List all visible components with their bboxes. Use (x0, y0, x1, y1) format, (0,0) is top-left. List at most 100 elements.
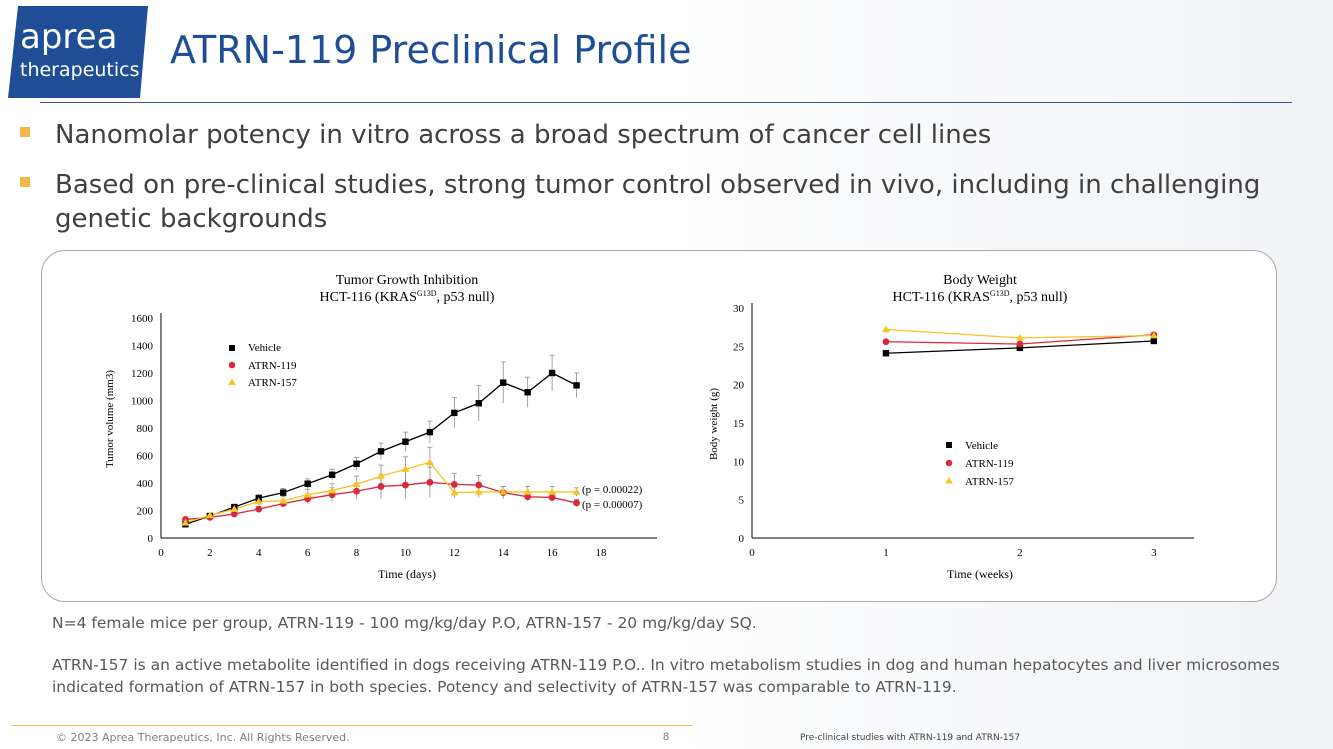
data-point-atrn157 (205, 511, 214, 519)
c1-ytick-label: 1000 (131, 396, 154, 408)
c1-ytick-label: 200 (137, 506, 154, 518)
c1-xtick-label: 8 (354, 547, 360, 559)
data-point-vehicle (426, 428, 434, 436)
data-point-atrn157 (352, 480, 361, 488)
c2-ytick-label: 5 (739, 495, 745, 507)
data-point-atrn157 (303, 490, 312, 498)
c1-xtick-label: 6 (305, 547, 311, 559)
data-point-atrn157 (425, 458, 434, 466)
chart2-subtitle: HCT-116 (KRASG13D, p53 null) (893, 289, 1068, 305)
c1-ytick-label: 800 (137, 423, 154, 435)
c1-ytick-label: 1400 (131, 341, 154, 353)
aprea-logo: aprea therapeutics (8, 6, 148, 98)
data-point-atrn157 (523, 487, 532, 495)
c2-ytick-label: 10 (733, 456, 745, 468)
footnote-metabolite: ATRN-157 is an active metabolite identif… (52, 656, 1280, 696)
data-point-atrn157 (572, 487, 581, 495)
c1-xtick-label: 10 (400, 547, 412, 559)
chart-panel: Tumor Growth Inhibition HCT-116 (KRASG13… (41, 250, 1277, 602)
c2-ytick-label: 30 (733, 303, 745, 315)
data-point-vehicle (328, 471, 336, 478)
c1-xtick-label: 18 (596, 547, 608, 559)
legend-marker-atrn157 (228, 378, 236, 385)
data-point-atrn157 (328, 486, 337, 494)
data-point-atrn119 (882, 338, 890, 346)
data-point-atrn157 (254, 497, 263, 505)
bullet-1: Nanomolar potency in vitro across a broa… (55, 120, 992, 150)
c1-ytick-label: 1200 (131, 368, 154, 380)
data-point-atrn157 (181, 518, 190, 526)
c2-xtick-label: 2 (1017, 547, 1023, 559)
data-point-atrn119 (548, 494, 556, 501)
data-point-atrn119 (402, 481, 409, 489)
data-point-atrn157 (1149, 331, 1158, 339)
c1-ytick-label: 1600 (131, 313, 154, 325)
data-point-vehicle (882, 350, 890, 357)
legend2-marker-atrn157 (945, 477, 953, 484)
c2-ytick-label: 0 (739, 533, 745, 545)
page-title: ATRN-119 Preclinical Profile (170, 28, 692, 72)
legend2-marker-atrn119 (945, 459, 953, 467)
data-point-vehicle (475, 400, 482, 407)
data-point-atrn157 (401, 465, 410, 473)
pvalue-annotation-2: (p = 0.00007) (582, 499, 643, 511)
legend2-label-atrn119: ATRN-119 (965, 458, 1014, 470)
data-point-atrn157 (279, 496, 288, 504)
data-point-vehicle (377, 448, 385, 455)
chart1-title: Tumor Growth Inhibition (336, 273, 479, 288)
data-point-atrn157 (450, 488, 459, 496)
data-point-atrn119 (475, 481, 483, 489)
c1-xtick-label: 4 (256, 547, 262, 559)
data-point-atrn119 (230, 510, 238, 518)
bullet-2: Based on pre-clinical studies, strong tu… (55, 170, 1261, 234)
c2-xtick-label: 0 (749, 547, 755, 559)
data-point-vehicle (548, 369, 556, 377)
data-point-vehicle (573, 382, 580, 389)
data-point-atrn119 (377, 483, 385, 490)
data-point-vehicle (280, 489, 287, 496)
data-point-atrn157 (1015, 333, 1024, 341)
c1-ytick-label: 0 (148, 533, 154, 545)
legend-marker-atrn119 (228, 361, 236, 369)
data-point-atrn119 (450, 480, 458, 488)
legend-label-vehicle: Vehicle (248, 342, 281, 354)
data-point-vehicle (353, 460, 360, 467)
copyright-text: © 2023 Aprea Therapeutics, Inc. All Righ… (56, 731, 350, 744)
data-point-atrn157 (230, 505, 239, 512)
data-point-atrn119 (1016, 340, 1024, 348)
bullet-marker-1 (20, 127, 30, 137)
footer-divider (12, 725, 692, 726)
c1-xtick-label: 16 (547, 547, 559, 559)
c1-xtick-label: 2 (207, 547, 213, 559)
c2-xtick-label: 3 (1151, 547, 1157, 559)
tumor-growth-chart: Tumor Growth Inhibition HCT-116 (KRASG13… (104, 273, 657, 581)
data-point-atrn157 (474, 487, 483, 495)
data-point-atrn119 (524, 493, 532, 501)
chart1-xlabel: Time (days) (378, 567, 436, 581)
footnote-dosing: N=4 female mice per group, ATRN-119 - 10… (52, 614, 757, 632)
legend-label-atrn157: ATRN-157 (248, 377, 297, 389)
data-point-atrn157 (377, 472, 385, 479)
data-point-vehicle (1150, 337, 1158, 345)
data-point-atrn119 (353, 487, 360, 495)
data-point-atrn119 (573, 499, 580, 507)
legend2-label-vehicle: Vehicle (965, 440, 998, 452)
page-number: 8 (663, 731, 670, 743)
c1-ytick-label: 600 (137, 451, 154, 463)
chart2-title: Body Weight (943, 273, 1017, 288)
data-point-atrn119 (255, 505, 263, 513)
chart2-xlabel: Time (weeks) (947, 567, 1013, 581)
data-point-atrn119 (426, 478, 434, 486)
pvalue-annotation-1: (p = 0.00022) (582, 484, 643, 496)
c1-xtick-label: 0 (158, 547, 164, 559)
legend2-label-atrn157: ATRN-157 (965, 476, 1014, 488)
c2-ytick-label: 20 (733, 380, 745, 392)
legend2-marker-vehicle (946, 442, 952, 448)
data-point-atrn157 (881, 325, 890, 333)
chart2-ylabel: Body weight (g) (708, 388, 720, 460)
data-point-atrn157 (499, 487, 508, 495)
data-point-vehicle (1016, 344, 1024, 352)
bullet-marker-2 (20, 177, 30, 187)
chart1-subtitle: HCT-116 (KRASG13D, p53 null) (320, 289, 495, 305)
chart1-ylabel: Tumor volume (mm3) (104, 370, 116, 468)
